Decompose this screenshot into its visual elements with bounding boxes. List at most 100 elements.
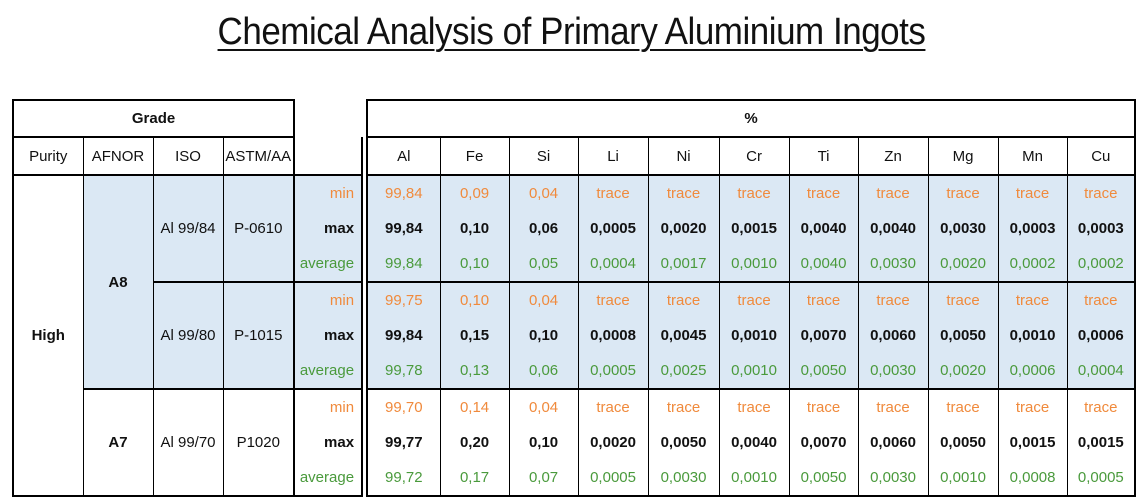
value-cell: 99,75 bbox=[366, 281, 441, 318]
col-mn: Mn bbox=[998, 137, 1068, 176]
afnor-cell-a7: A7 bbox=[83, 389, 154, 497]
value-cell: 0,0030 bbox=[858, 460, 929, 497]
value-cell: 0,0010 bbox=[719, 353, 790, 390]
value-cell: trace bbox=[578, 281, 649, 318]
col-fe: Fe bbox=[440, 137, 510, 176]
value-cell: 0,0017 bbox=[648, 246, 720, 282]
value-cell: 99,72 bbox=[366, 460, 441, 497]
astm-cell: P-0610 bbox=[223, 175, 296, 282]
value-cell: trace bbox=[928, 175, 999, 211]
col-al: Al bbox=[366, 137, 441, 176]
value-cell: 0,0040 bbox=[789, 211, 859, 246]
value-cell: 0,20 bbox=[440, 425, 510, 460]
value-cell: 0,0030 bbox=[858, 246, 929, 282]
col-astm: ASTM/AA bbox=[223, 137, 296, 176]
value-cell: 0,0010 bbox=[719, 246, 790, 282]
col-li: Li bbox=[578, 137, 649, 176]
value-cell: 0,0005 bbox=[578, 211, 649, 246]
value-cell: trace bbox=[1067, 175, 1137, 211]
astm-cell: P1020 bbox=[223, 389, 296, 497]
value-cell: 0,0070 bbox=[789, 425, 859, 460]
col-label-header bbox=[294, 137, 364, 176]
table-row: max 99,84 0,10 0,06 0,0005 0,0020 0,0015… bbox=[13, 211, 1137, 246]
value-cell: 0,0040 bbox=[719, 425, 790, 460]
value-cell: 0,0010 bbox=[719, 318, 790, 353]
page-title: Chemical Analysis of Primary Aluminium I… bbox=[217, 11, 926, 53]
col-mg: Mg bbox=[928, 137, 999, 176]
value-cell: 0,0015 bbox=[998, 425, 1068, 460]
value-cell: trace bbox=[789, 281, 859, 318]
col-ni: Ni bbox=[648, 137, 720, 176]
value-cell: 0,0003 bbox=[1067, 211, 1137, 246]
value-cell: 0,0060 bbox=[858, 425, 929, 460]
value-cell: 0,0070 bbox=[789, 318, 859, 353]
value-cell: 0,0020 bbox=[648, 211, 720, 246]
afnor-cell-a8: A8 bbox=[83, 175, 154, 390]
col-cr: Cr bbox=[719, 137, 790, 176]
value-cell: trace bbox=[998, 175, 1068, 211]
value-cell: 0,15 bbox=[440, 318, 510, 353]
row-label-average: average bbox=[294, 460, 364, 497]
value-cell: 0,10 bbox=[509, 318, 579, 353]
value-cell: trace bbox=[858, 175, 929, 211]
value-cell: 0,0015 bbox=[1067, 425, 1137, 460]
value-cell: 0,10 bbox=[440, 246, 510, 282]
percent-header: % bbox=[366, 99, 1137, 138]
table-row: average 99,72 0,17 0,07 0,0005 0,0030 0,… bbox=[13, 460, 1137, 497]
value-cell: trace bbox=[578, 175, 649, 211]
col-si: Si bbox=[509, 137, 579, 176]
value-cell: 0,0002 bbox=[998, 246, 1068, 282]
value-cell: trace bbox=[578, 389, 649, 425]
value-cell: trace bbox=[719, 389, 790, 425]
value-cell: 0,14 bbox=[440, 389, 510, 425]
col-iso: ISO bbox=[153, 137, 224, 176]
row-label-max: max bbox=[294, 318, 364, 353]
value-cell: 0,04 bbox=[509, 175, 579, 211]
value-cell: 0,07 bbox=[509, 460, 579, 497]
value-cell: 0,10 bbox=[440, 281, 510, 318]
value-cell: 0,0008 bbox=[998, 460, 1068, 497]
value-cell: trace bbox=[1067, 281, 1137, 318]
value-cell: 0,06 bbox=[509, 211, 579, 246]
value-cell: 99,84 bbox=[366, 246, 441, 282]
value-cell: 99,78 bbox=[366, 353, 441, 390]
value-cell: trace bbox=[998, 389, 1068, 425]
value-cell: 0,06 bbox=[509, 353, 579, 390]
table-row: A7 Al 99/70 P1020 min 99,70 0,14 0,04 tr… bbox=[13, 389, 1137, 497]
value-cell: 0,0015 bbox=[719, 211, 790, 246]
value-cell: trace bbox=[719, 281, 790, 318]
grade-header: Grade bbox=[11, 99, 296, 138]
value-cell: 0,0050 bbox=[789, 460, 859, 497]
table-row: average 99,78 0,13 0,06 0,0005 0,0025 0,… bbox=[13, 353, 1137, 390]
value-cell: 0,0020 bbox=[928, 246, 999, 282]
table-row: average 99,84 0,10 0,05 0,0004 0,0017 0,… bbox=[13, 246, 1137, 282]
value-cell: 0,0045 bbox=[648, 318, 720, 353]
table-row: Al 99/80 P-1015 min 99,75 0,10 0,04 trac… bbox=[13, 281, 1137, 390]
value-cell: 0,09 bbox=[440, 175, 510, 211]
value-cell: trace bbox=[789, 389, 859, 425]
value-cell: 0,0020 bbox=[578, 425, 649, 460]
row-label-average: average bbox=[294, 246, 364, 282]
row-label-average: average bbox=[294, 353, 364, 390]
value-cell: 0,13 bbox=[440, 353, 510, 390]
purity-cell: High bbox=[12, 175, 84, 497]
row-label-max: max bbox=[294, 425, 364, 460]
value-cell: trace bbox=[998, 281, 1068, 318]
value-cell: 0,0050 bbox=[928, 425, 999, 460]
col-zn: Zn bbox=[858, 137, 929, 176]
value-cell: 0,04 bbox=[509, 389, 579, 425]
value-cell: 0,0030 bbox=[858, 353, 929, 390]
value-cell: 99,70 bbox=[366, 389, 441, 425]
row-label-min: min bbox=[294, 281, 364, 318]
header-row-top: Grade % bbox=[11, 99, 1137, 138]
value-cell: trace bbox=[858, 389, 929, 425]
value-cell: 0,0030 bbox=[648, 460, 720, 497]
value-cell: 0,0030 bbox=[928, 211, 999, 246]
value-cell: 0,04 bbox=[509, 281, 579, 318]
value-cell: 0,0010 bbox=[928, 460, 999, 497]
value-cell: 0,0008 bbox=[578, 318, 649, 353]
col-afnor: AFNOR bbox=[83, 137, 154, 176]
value-cell: 99,84 bbox=[366, 211, 441, 246]
value-cell: trace bbox=[648, 389, 720, 425]
iso-cell: Al 99/84 bbox=[153, 175, 224, 282]
